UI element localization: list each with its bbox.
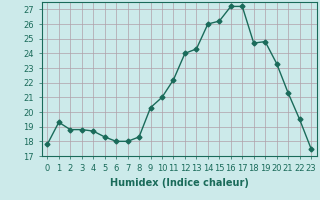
X-axis label: Humidex (Indice chaleur): Humidex (Indice chaleur): [110, 178, 249, 188]
